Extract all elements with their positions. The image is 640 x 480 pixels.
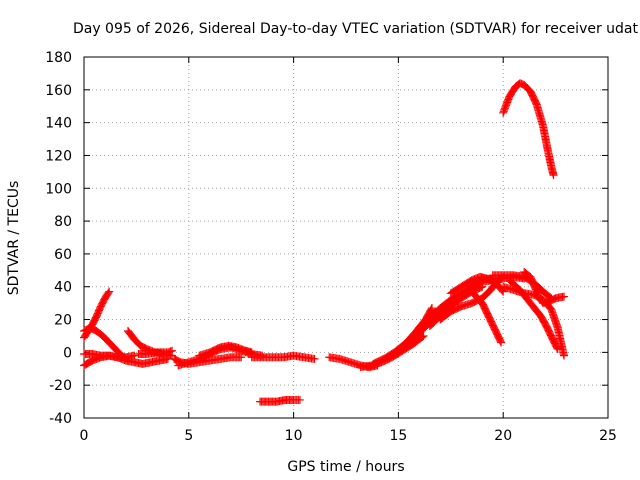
y-tick-label: 80	[54, 214, 72, 230]
data-point	[105, 287, 114, 296]
series-arc-25	[499, 79, 558, 180]
x-tick-labels: 0 5 10 15 20 25	[80, 428, 617, 444]
axes	[83, 56, 609, 419]
y-tick-label: -40	[49, 411, 72, 427]
data-point	[310, 354, 319, 363]
y-tick-label: 100	[45, 181, 72, 197]
series-arc-6	[134, 346, 177, 359]
y-tick-label: 0	[63, 345, 72, 361]
y-tick-label: -20	[49, 378, 72, 394]
series-arc-24	[505, 276, 562, 354]
x-tick-label: 20	[494, 428, 512, 444]
y-tick-label: 40	[54, 280, 72, 296]
tick-marks	[83, 56, 609, 419]
series-arc-4	[80, 350, 139, 362]
y-tick-label: 180	[45, 50, 72, 66]
x-axis-label: GPS time / hours	[287, 459, 404, 475]
data-point	[427, 305, 436, 314]
series-arc-10	[247, 351, 319, 363]
y-tick-label: 160	[45, 83, 72, 99]
data-point	[104, 288, 113, 297]
plot-frame	[83, 56, 609, 419]
data-point	[559, 351, 568, 360]
data-point	[427, 304, 436, 313]
y-tick-label: 120	[45, 148, 72, 164]
y-tick-label: 20	[54, 313, 72, 329]
y-axis-label: SDTVAR / TECUs	[6, 181, 22, 296]
data-point	[552, 343, 561, 352]
data-point	[418, 332, 427, 341]
data-point	[497, 338, 506, 347]
x-tick-label: 25	[599, 428, 617, 444]
data-point	[130, 351, 139, 360]
series-arc-11	[256, 395, 304, 406]
x-tick-label: 15	[389, 428, 407, 444]
data-point	[295, 395, 304, 404]
data-point	[168, 346, 177, 355]
x-tick-label: 5	[184, 428, 193, 444]
x-tick-label: 0	[80, 428, 89, 444]
series-arc-23	[520, 267, 568, 308]
data-point	[419, 331, 428, 340]
y-tick-label: 140	[45, 116, 72, 132]
data-point	[559, 292, 568, 301]
series-arc-20	[467, 287, 506, 347]
chart-title: Day 095 of 2026, Sidereal Day-to-day VTE…	[73, 21, 639, 37]
series-arc-9	[195, 341, 256, 360]
y-tick-labels: -40 -20 0 20 40 60 80 100 120 140 160 180	[45, 50, 72, 427]
data-series	[80, 79, 568, 406]
data-point	[496, 337, 505, 346]
grid-lines	[84, 57, 608, 418]
data-point	[553, 345, 562, 354]
y-tick-label: 60	[54, 247, 72, 263]
x-tick-label: 10	[285, 428, 303, 444]
data-point	[549, 171, 558, 180]
